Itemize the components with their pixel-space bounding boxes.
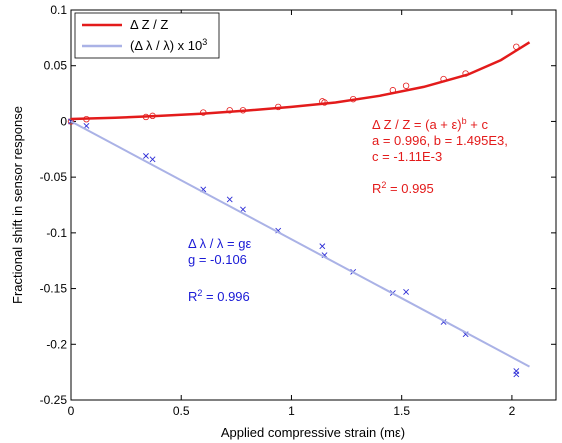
x-tick-label: 2 xyxy=(509,404,516,418)
red-fit-params-c: c = -1.11E-3 xyxy=(372,149,442,164)
red-fit-params-ab: a = 0.996, b = 1.495E3, xyxy=(372,133,508,148)
y-axis: 0.1 0.05 0 -0.05 -0.1 -0.15 -0.2 -0.25 xyxy=(40,3,556,407)
blue-r2-main: R xyxy=(188,289,197,304)
blue-r2-sup: 2 xyxy=(197,288,202,298)
x-axis: 0 0.5 1 1.5 2 xyxy=(68,10,516,418)
blue-fit-annotation: Δ λ / λ = gε g = -0.106 R2 = 0.996 xyxy=(188,236,251,304)
y-tick-label: 0.05 xyxy=(44,59,68,73)
blue-fit-equation: Δ λ / λ = gε xyxy=(188,236,251,251)
data-point xyxy=(403,288,410,295)
red-eq-main: Δ Z / Z = (a + ε) xyxy=(372,117,462,132)
y-tick-label: -0.25 xyxy=(40,393,68,407)
red-eq-sup: b xyxy=(462,116,467,126)
red-r2-tail: = 0.995 xyxy=(386,181,433,196)
legend: Δ Z / Z (Δ λ / λ) x 103 xyxy=(74,12,220,59)
data-point xyxy=(143,153,149,159)
x-tick-label: 1 xyxy=(288,404,295,418)
blue-r2-tail: = 0.996 xyxy=(202,289,249,304)
legend-box xyxy=(74,12,220,59)
x-tick-label: 0 xyxy=(68,404,75,418)
plot-area: 0 0.5 1 1.5 2 0.1 0.05 0 -0.05 -0.1 -0.15 -0.2 -0.2… xyxy=(40,3,557,418)
legend-label-dl-main: (Δ λ / λ) x 10 xyxy=(130,38,202,53)
plot-frame xyxy=(70,9,557,401)
y-tick-label: -0.05 xyxy=(40,170,68,184)
red-eq-tail: + c xyxy=(467,117,489,132)
series-line xyxy=(70,41,531,121)
data-point xyxy=(402,82,410,89)
data-point xyxy=(226,196,233,203)
y-tick-label: -0.1 xyxy=(46,226,67,240)
red-r2-main: R xyxy=(372,181,381,196)
series-1 xyxy=(70,41,531,121)
legend-label-dl-sup: 3 xyxy=(202,37,207,47)
legend-label-dz: Δ Z / Z xyxy=(130,17,168,32)
y-tick-label: -0.15 xyxy=(40,282,68,296)
data-point xyxy=(513,371,520,378)
y-tick-label: 0 xyxy=(60,114,67,128)
series-line xyxy=(70,120,530,368)
blue-fit-r2: R2 = 0.996 xyxy=(188,288,250,304)
y-tick-label: -0.2 xyxy=(46,337,67,351)
red-fit-annotation: Δ Z / Z = (a + ε)b + c a = 0.996, b = 1.… xyxy=(372,116,508,196)
data-point xyxy=(240,206,246,213)
data-point xyxy=(319,243,326,250)
legend-label-dl: (Δ λ / λ) x 103 xyxy=(130,37,207,53)
red-fit-equation: Δ Z / Z = (a + ε)b + c xyxy=(372,116,488,132)
series-3 xyxy=(70,120,530,368)
y-axis-label: Fractional shift in sensor response xyxy=(10,106,25,304)
blue-fit-param-g: g = -0.106 xyxy=(188,252,247,267)
x-axis-label: Applied compressive strain (mε) xyxy=(221,425,405,440)
x-tick-label: 0.5 xyxy=(173,404,190,418)
series-layer xyxy=(67,41,531,378)
y-tick-label: 0.1 xyxy=(50,3,67,17)
series-2 xyxy=(68,118,520,378)
data-point xyxy=(226,107,233,114)
x-tick-label: 1.5 xyxy=(393,404,410,418)
data-point xyxy=(149,156,156,163)
red-fit-r2: R2 = 0.995 xyxy=(372,180,434,196)
red-r2-sup: 2 xyxy=(381,180,386,190)
